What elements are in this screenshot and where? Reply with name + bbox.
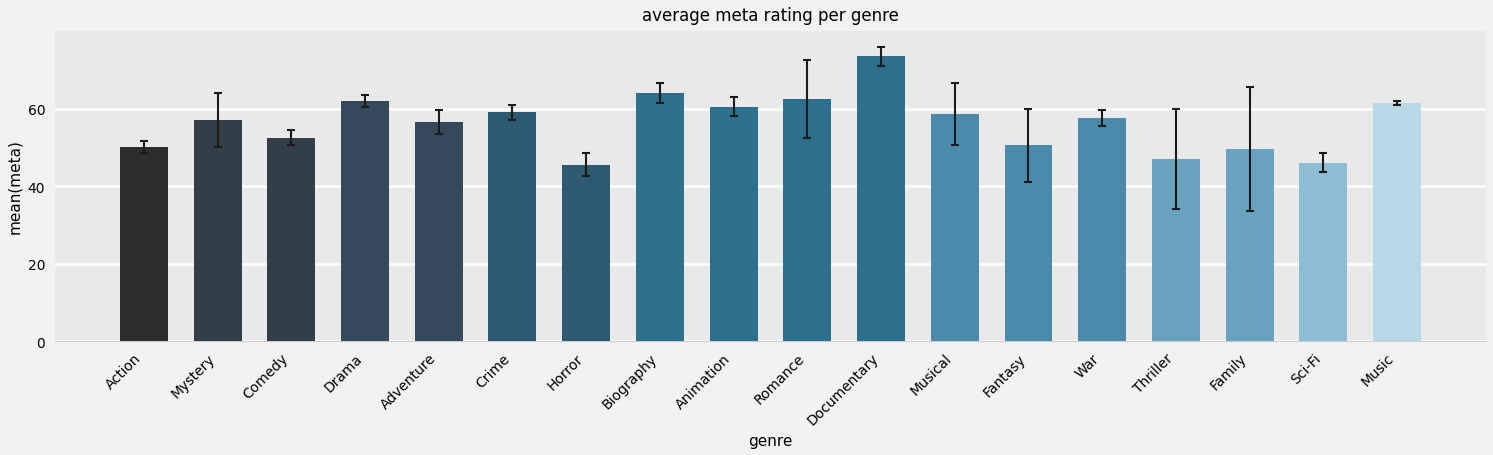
Bar [1153, 160, 1200, 341]
Bar [636, 94, 684, 341]
Bar [1299, 163, 1347, 341]
Bar [119, 148, 167, 341]
Bar [930, 115, 979, 341]
Bar [709, 107, 757, 341]
X-axis label: genre: genre [748, 433, 793, 448]
Bar [194, 121, 242, 341]
Bar [1078, 119, 1126, 341]
Bar [784, 100, 832, 341]
Bar [340, 101, 390, 341]
Bar [1005, 146, 1053, 341]
Y-axis label: mean(meta): mean(meta) [7, 139, 22, 234]
Bar [415, 123, 463, 341]
Title: average meta rating per genre: average meta rating per genre [642, 7, 899, 25]
Bar [488, 113, 536, 341]
Bar [267, 138, 315, 341]
Bar [1374, 104, 1421, 341]
Bar [1226, 150, 1274, 341]
Bar [857, 57, 905, 341]
Bar [563, 165, 611, 341]
